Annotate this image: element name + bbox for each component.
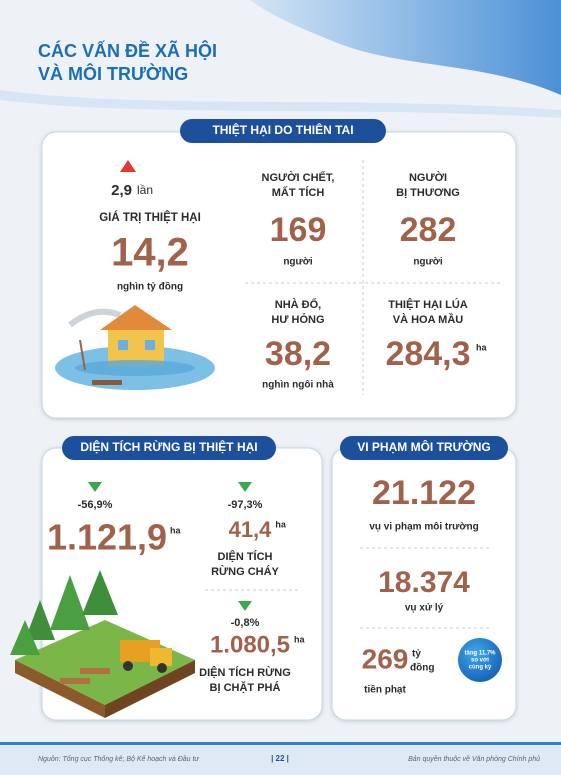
stat-value: 282 [400, 211, 457, 249]
change-value: -0,8% [231, 617, 260, 629]
footer-bar [0, 742, 561, 775]
badge-text: cùng kỳ [469, 665, 492, 671]
stat-unit: người [413, 257, 443, 268]
change-value: -56,9% [78, 499, 113, 511]
stat-label: NHÀ ĐỔ, [275, 298, 321, 311]
page-number: | 22 | [271, 754, 289, 763]
down-arrow [238, 482, 252, 492]
stat-label: RỪNG CHÁY [211, 565, 279, 578]
stat-label: MẤT TÍCH [272, 186, 325, 199]
stat-value: 18.374 [378, 566, 470, 599]
stat-value: 38,2 [265, 335, 331, 373]
down-arrow [88, 482, 102, 492]
section-title: VI PHẠM MÔI TRƯỜNG [357, 439, 491, 454]
stat-label: DIỆN TÍCH RỪNG [199, 666, 291, 679]
stat-value: 284,3 [385, 335, 470, 373]
stat-value: 1.080,5 [210, 631, 290, 658]
header-divider [0, 90, 561, 118]
stat-label: VÀ HOA MẦU [393, 313, 464, 326]
stat-value: 1.121,9 [47, 517, 167, 558]
page-title: CÁC VẤN ĐỀ XÃ HỘI [38, 40, 217, 61]
footer-source: Nguồn: Tổng cục Thống kê; Bộ Kế hoạch và… [38, 754, 199, 763]
section-pill [340, 436, 508, 460]
stat-unit: nghìn ngôi nhà [262, 380, 334, 391]
page-title: VÀ MÔI TRƯỜNG [38, 63, 188, 84]
header-wave [250, 0, 561, 95]
stat-label: vụ xử lý [405, 603, 444, 614]
flood-illustration [55, 305, 215, 390]
badge-text: so với [471, 658, 489, 664]
stat-unit: người [283, 257, 313, 268]
stat-value: 169 [270, 211, 327, 249]
footer-line [0, 742, 561, 745]
stat-value: 41,4 [229, 517, 273, 542]
section-pill [180, 119, 386, 143]
stat-unit: đồng [410, 662, 434, 674]
change-value: -97,3% [228, 499, 263, 511]
stat-unit: ha [476, 342, 487, 352]
stat-label: NGƯỜI CHẾT, [262, 171, 335, 184]
stat-label: DIỆN TÍCH [218, 550, 273, 563]
badge [458, 638, 502, 682]
stat-unit: ha [170, 525, 181, 535]
stat-value: 14,2 [111, 231, 189, 275]
stat-label: BỊ CHẶT PHÁ [210, 681, 281, 694]
stat-label: vụ vi phạm môi trường [369, 522, 478, 533]
section-pill [62, 436, 276, 460]
up-arrow [120, 160, 136, 172]
stat-unit: nghìn tỷ đồng [117, 281, 183, 293]
down-arrow [238, 601, 252, 611]
stat-label: GIÁ TRỊ THIỆT HẠI [99, 211, 201, 224]
stat-value: 269 [362, 643, 409, 674]
stat-unit: tỷ [412, 649, 421, 660]
footer-copyright: Bản quyền thuộc về Văn phòng Chính phủ [408, 754, 540, 763]
stat-value: 21.122 [372, 474, 476, 512]
stat-label: BỊ THƯƠNG [396, 187, 460, 199]
stat-label: HƯ HỎNG [271, 313, 324, 326]
change-unit: lần [137, 183, 153, 197]
badge-text: tăng 11,7% [464, 651, 496, 657]
section-title: DIỆN TÍCH RỪNG BỊ THIỆT HẠI [80, 439, 257, 454]
stat-unit: ha [275, 519, 286, 529]
stat-label: NGƯỜI [409, 171, 447, 184]
change-value: 2,9 [111, 182, 132, 199]
forest-illustration [10, 570, 195, 718]
section-title: THIỆT HẠI DO THIÊN TAI [212, 122, 353, 137]
stat-label: THIỆT HẠI LÚA [388, 298, 467, 311]
stat-label: tiền phạt [364, 684, 406, 696]
stat-unit: ha [294, 634, 305, 644]
